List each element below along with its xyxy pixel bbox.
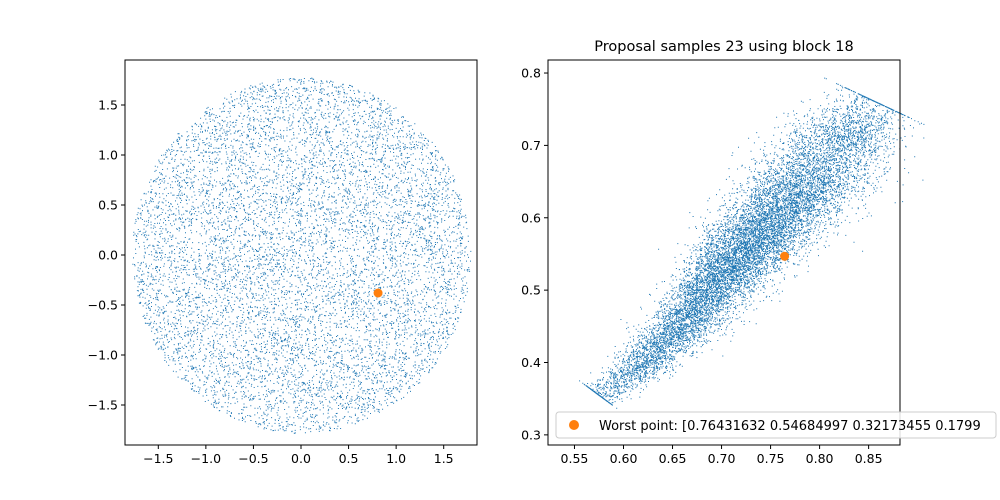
legend: Worst point: [0.76431632 0.54684997 0.32… — [555, 411, 997, 439]
y-tick-label: −0.5 — [88, 298, 118, 313]
x-tick-label: 1.5 — [434, 451, 454, 466]
x-tick-label: −1.5 — [143, 451, 173, 466]
y-tick-label: 0.8 — [521, 66, 541, 81]
right-scatter-axes: Proposal samples 23 using block 18 0.55 0… — [521, 39, 997, 466]
left-sample-points — [132, 77, 472, 434]
right-worst-point-marker — [780, 251, 790, 261]
y-tick-label: 0.6 — [521, 210, 541, 225]
y-tick-label: 0.5 — [521, 283, 541, 298]
legend-marker-icon — [569, 420, 579, 430]
sample-points — [579, 77, 925, 409]
y-tick-label: 0.4 — [521, 355, 541, 370]
x-tick-label: −1.0 — [191, 451, 221, 466]
sample-points — [132, 77, 472, 434]
right-chart-title: Proposal samples 23 using block 18 — [594, 39, 853, 55]
y-tick-label: 1.0 — [98, 148, 118, 163]
x-tick-label: 0.85 — [855, 451, 883, 466]
y-tick-label: −1.0 — [88, 348, 118, 363]
y-tick-label: 0.3 — [521, 427, 541, 442]
left-y-axis: −1.5 −1.0 −0.5 0.0 0.5 1.0 1.5 — [88, 98, 125, 413]
y-tick-label: −1.5 — [88, 398, 118, 413]
x-tick-label: 0.0 — [291, 451, 311, 466]
x-tick-label: −0.5 — [238, 451, 268, 466]
right-x-axis: 0.55 0.60 0.65 0.70 0.75 0.80 0.85 — [561, 445, 883, 466]
x-tick-label: 0.55 — [561, 451, 589, 466]
y-tick-label: 0.0 — [98, 248, 118, 263]
right-y-axis: 0.3 0.4 0.5 0.6 0.7 0.8 — [521, 66, 548, 442]
x-tick-label: 0.70 — [708, 451, 736, 466]
y-tick-label: 0.5 — [98, 198, 118, 213]
left-worst-point-marker — [373, 288, 383, 298]
left-scatter-axes: −1.5 −1.0 −0.5 0.0 0.5 1.0 1.5 −1.5 −1.0 −0.5 0.0… — [88, 59, 478, 466]
x-tick-label: 0.5 — [339, 451, 359, 466]
x-tick-label: 0.75 — [757, 451, 785, 466]
x-tick-label: 0.60 — [610, 451, 638, 466]
worst-point — [373, 288, 383, 298]
left-x-axis: −1.5 −1.0 −0.5 0.0 0.5 1.0 1.5 — [143, 445, 454, 466]
x-tick-label: 0.65 — [659, 451, 687, 466]
legend-box — [555, 411, 997, 439]
x-tick-label: 0.80 — [806, 451, 834, 466]
right-plot-frame — [547, 59, 901, 446]
y-tick-label: 0.7 — [521, 138, 541, 153]
worst-point — [780, 251, 790, 261]
y-tick-label: 1.5 — [98, 98, 118, 113]
right-sample-points — [579, 77, 925, 409]
legend-label: Worst point: [0.76431632 0.54684997 0.32… — [599, 419, 981, 434]
x-tick-label: 1.0 — [386, 451, 406, 466]
